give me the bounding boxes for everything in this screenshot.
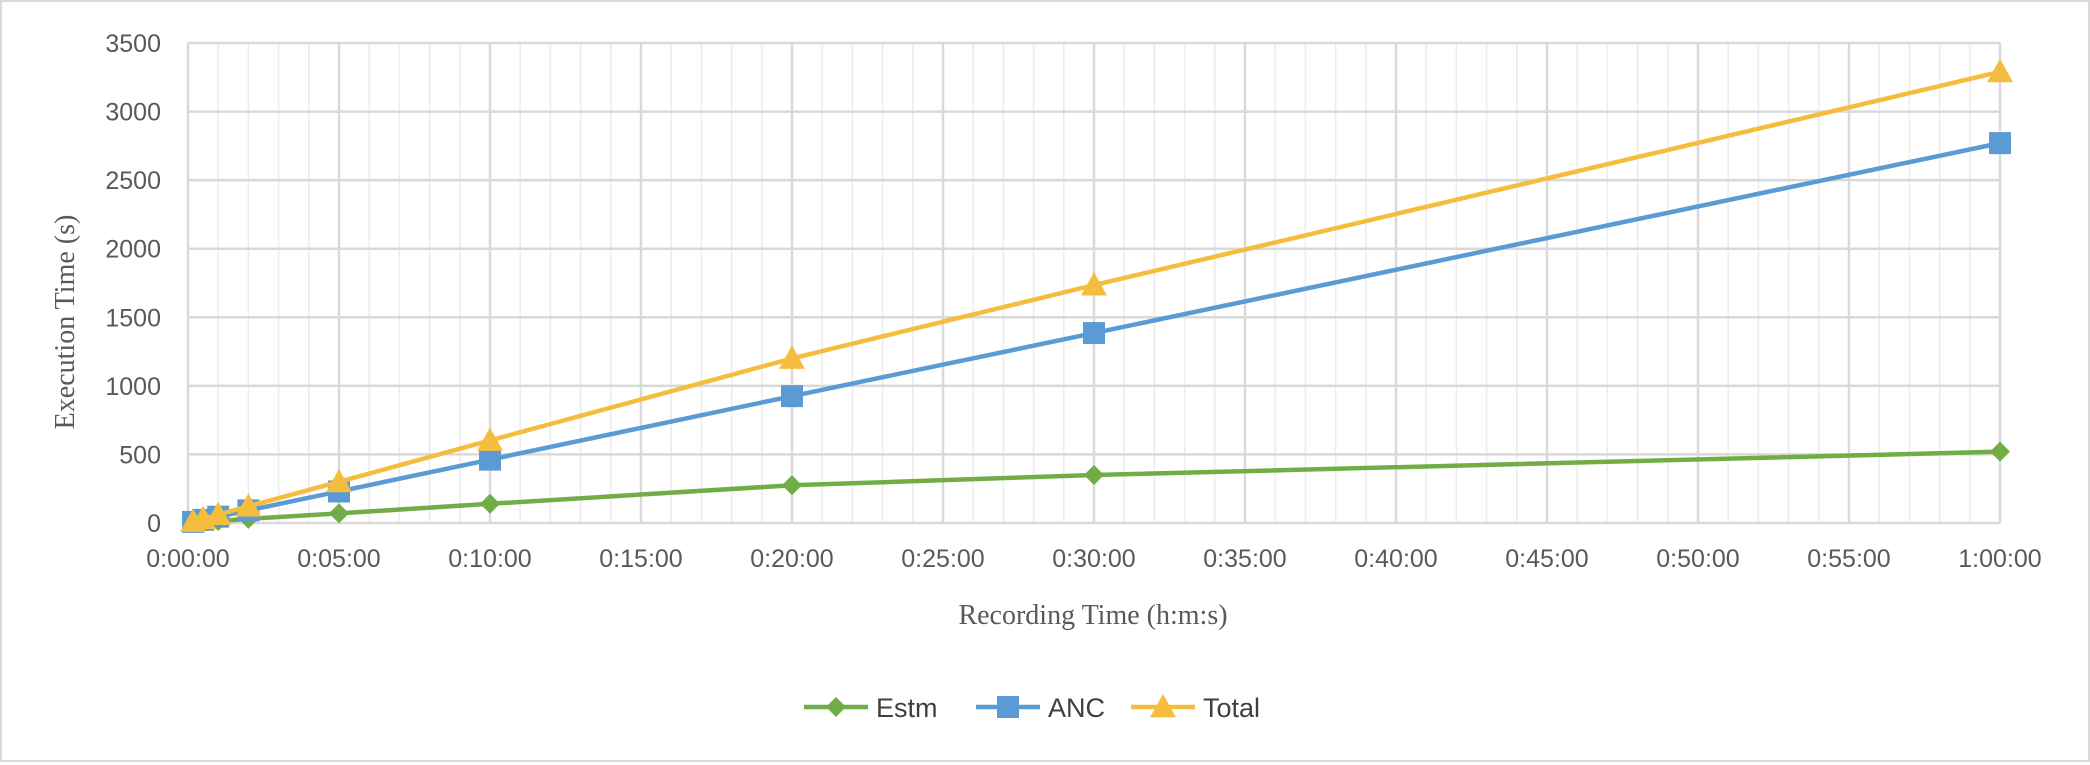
x-tick-label: 0:00:00 [146, 545, 229, 573]
x-tick-label: 0:40:00 [1354, 545, 1437, 573]
legend: Estm ANC Total [804, 693, 1260, 723]
legend-label-anc: ANC [1048, 693, 1105, 723]
data-point-total [1081, 272, 1107, 296]
y-tick-label: 500 [119, 441, 161, 469]
data-point-total [235, 493, 262, 517]
data-point-estm [480, 493, 500, 514]
data-point-anc [1083, 322, 1105, 345]
x-tick-label: 0:45:00 [1505, 545, 1588, 573]
series-total [180, 58, 2013, 532]
y-tick-label: 2500 [105, 167, 161, 195]
legend-marker-total [1150, 694, 1176, 718]
x-tick-label: 0:50:00 [1656, 545, 1739, 573]
legend-label-estm: Estm [876, 693, 938, 723]
y-tick-label: 3500 [105, 30, 161, 58]
x-tick-label: 0:55:00 [1807, 545, 1890, 573]
x-tick-label: 0:05:00 [297, 545, 380, 573]
minor-gridlines [217, 43, 1971, 523]
x-tick-label: 0:30:00 [1052, 545, 1135, 573]
legend-marker-anc [997, 696, 1019, 718]
data-point-total [477, 427, 503, 451]
y-axis-ticks: 0 500 1000 1500 2000 2500 3000 3500 [105, 30, 161, 538]
major-gridlines [186, 41, 2002, 525]
y-tick-label: 0 [147, 510, 161, 538]
data-point-estm [1990, 441, 2010, 462]
series-layer [180, 58, 2013, 533]
y-axis-title: Execution Time (s) [50, 215, 81, 430]
x-axis-ticks: 0:00:00 0:05:00 0:10:00 0:15:00 0:20:00 0:25:… [146, 545, 2041, 573]
series-line-estm [192, 449, 2001, 525]
data-point-anc [1989, 132, 2011, 155]
legend-item-estm: Estm [804, 693, 938, 723]
x-tick-label: 0:25:00 [901, 545, 984, 573]
x-tick-label: 0:15:00 [599, 545, 682, 573]
data-point-estm [329, 503, 349, 524]
x-tick-label: 1:00:00 [1958, 545, 2041, 573]
y-tick-label: 1000 [105, 373, 161, 401]
y-tick-label: 2000 [105, 236, 161, 264]
legend-marker-estm [826, 697, 846, 717]
data-point-estm [1084, 465, 1104, 485]
y-tick-label: 3000 [105, 99, 161, 127]
data-point-total [779, 345, 805, 369]
x-tick-label: 0:35:00 [1203, 545, 1286, 573]
legend-item-total: Total [1131, 693, 1260, 723]
legend-label-total: Total [1203, 693, 1260, 723]
data-point-total [326, 468, 352, 493]
legend-item-anc: ANC [976, 693, 1105, 723]
data-point-total [1987, 58, 2013, 83]
data-point-anc [479, 448, 501, 471]
x-tick-label: 0:10:00 [448, 545, 531, 573]
data-point-anc [781, 385, 803, 408]
data-point-estm [782, 475, 802, 496]
y-tick-label: 1500 [105, 304, 161, 332]
x-tick-label: 0:20:00 [750, 545, 833, 573]
data-point-total [205, 501, 232, 526]
x-axis-title: Recording Time (h:m:s) [958, 600, 1227, 631]
